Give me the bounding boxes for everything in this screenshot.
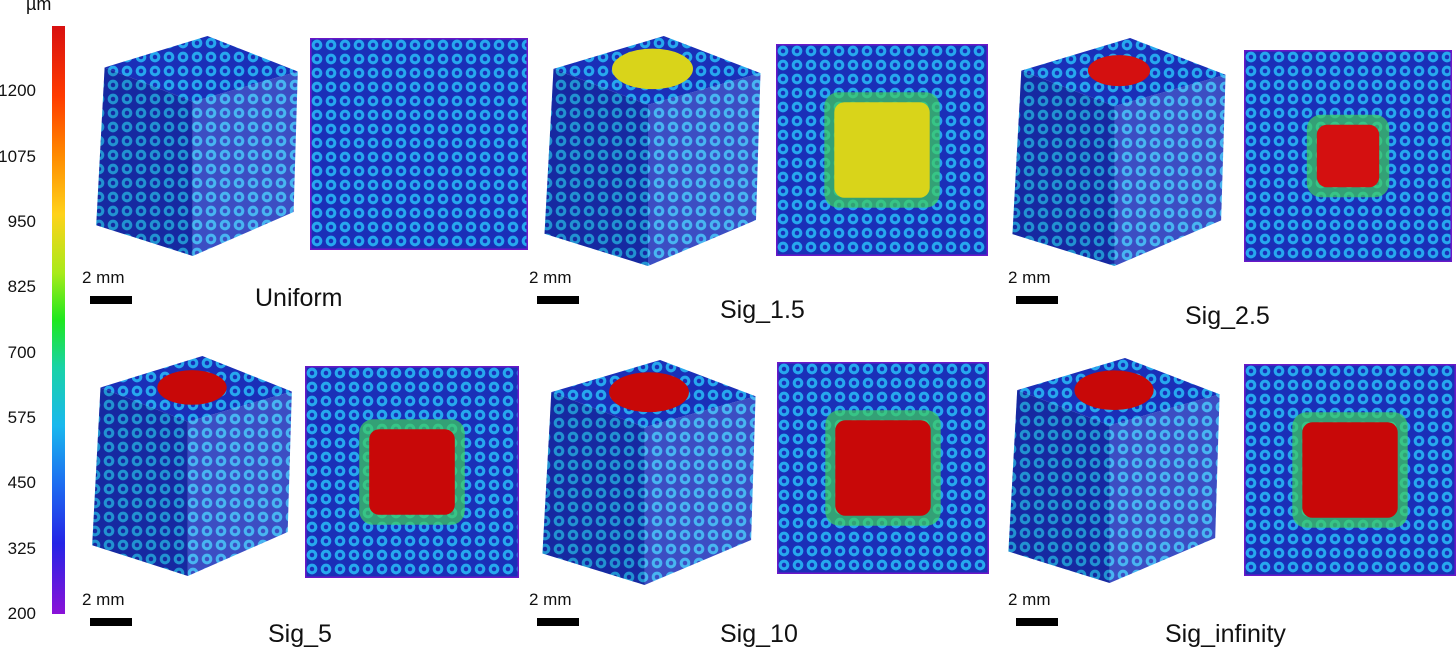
cube-hot-spot [1087,55,1151,87]
top-view-hot-region [834,102,930,198]
lattice-top-view-3 [305,366,519,578]
scale-bar [1016,296,1058,304]
cube-right-face [192,71,298,256]
scale-label: 2 mm [1008,268,1051,287]
lattice-top-view-5 [1244,364,1456,576]
colorbar-tick: 1200 [0,81,36,101]
colorbar [52,26,65,614]
colorbar-tick: 1075 [0,146,36,166]
colorbar-tick: 700 [7,342,36,362]
cube-hot-spot [157,370,227,405]
lattice-cube-0 [96,36,298,256]
cube-top-face [104,36,298,102]
colorbar-tick: 450 [7,473,36,493]
case-label: Sig_2.5 [1185,302,1270,330]
cube-right-face [648,73,761,266]
colorbar-tick: 325 [7,538,36,558]
colorbar-tick: 825 [7,277,36,297]
lattice-cube-3 [92,356,292,576]
scale-bar [90,296,132,304]
colorbar-tick: 200 [7,604,36,623]
case-label: Sig_1.5 [720,296,805,324]
cube-left-face [542,392,645,585]
cube-left-face [544,68,648,266]
lattice-cube-1 [544,36,761,266]
scale-bar [537,296,579,304]
lattice-cube-2 [1012,38,1226,266]
lattice-top-view-4 [777,362,989,574]
scale-label: 2 mm [82,590,125,609]
colorbar-unit: µm [26,0,52,14]
scale-bar [537,618,579,626]
scale-bar [90,618,132,626]
lattice-top-view-1 [776,44,988,256]
case-label: Sig_10 [720,620,798,648]
cube-left-face [92,387,188,576]
cube-right-face [187,391,292,576]
top-view-lattice [310,38,528,250]
top-view-hot-region [835,420,931,516]
scale-bar [1016,618,1058,626]
top-view-hot-region [369,429,455,515]
top-view-hot-region [1316,124,1380,188]
lattice-top-view-0 [310,38,528,250]
scale-label: 2 mm [529,590,572,609]
scale-label: 2 mm [529,268,572,287]
case-label: Sig_5 [268,620,332,648]
lattice-cube-4 [542,360,756,585]
cube-left-face [1012,70,1115,266]
scale-label: 2 mm [82,268,125,287]
cube-left-face [96,67,193,256]
cube-hot-spot [609,372,689,413]
cube-left-face [1008,390,1110,583]
cube-hot-spot [1074,370,1154,410]
cube-hot-spot [612,48,693,90]
cube-right-face [1114,74,1226,266]
case-label: Uniform [255,284,343,312]
top-view-hot-region [1302,422,1398,518]
colorbar-tick: 575 [7,408,36,427]
scale-label: 2 mm [1008,590,1051,609]
cube-right-face [644,396,756,585]
lattice-top-view-2 [1244,50,1452,262]
case-label: Sig_infinity [1165,620,1286,648]
lattice-cube-5 [1008,358,1220,583]
colorbar-tick: 950 [7,212,36,231]
cube-right-face [1109,394,1220,583]
